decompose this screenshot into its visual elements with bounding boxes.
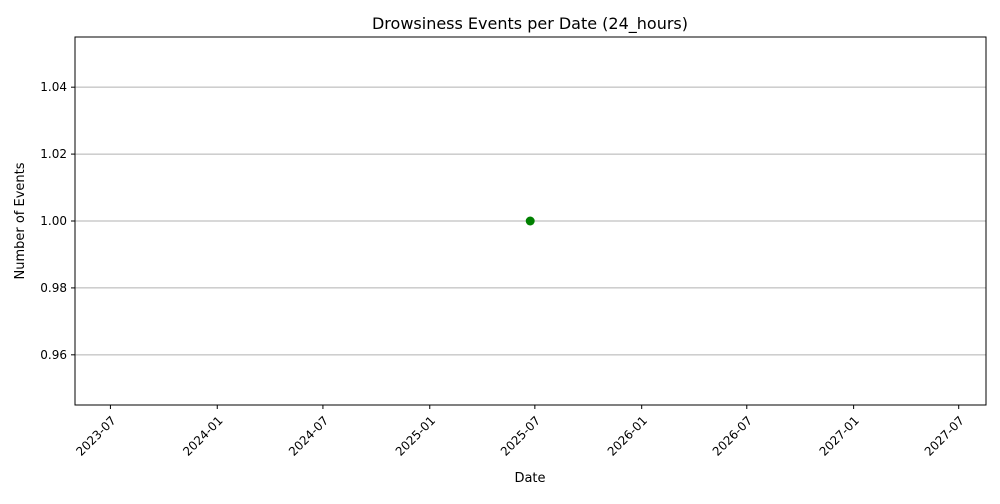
x-tick-label: 2025-01 [393, 413, 438, 458]
x-axis-ticks: 2023-07 2024-01 2024-07 2025-01 2025-07 2026-… [73, 405, 967, 459]
x-tick-label: 2026-07 [710, 413, 755, 458]
x-tick-label: 2026-01 [605, 413, 650, 458]
data-points [525, 216, 535, 226]
x-tick-label: 2027-01 [817, 413, 862, 458]
chart-title: Drowsiness Events per Date (24_hours) [372, 14, 688, 34]
plot-frame [74, 36, 987, 406]
x-tick-label: 2024-07 [286, 413, 331, 458]
y-axis-label: Number of Events [13, 162, 28, 279]
y-tick-label: 1.02 [40, 147, 67, 161]
data-point [525, 216, 535, 226]
y-tick-label: 0.98 [40, 281, 67, 295]
x-axis-label: Date [514, 471, 545, 486]
y-tick-label: 0.96 [40, 348, 67, 362]
y-tick-label: 1.00 [40, 214, 67, 228]
x-tick-label: 2024-01 [180, 413, 225, 458]
x-tick-label: 2023-07 [73, 413, 118, 458]
y-axis-ticks: 0.96 0.98 1.00 1.02 1.04 [40, 80, 75, 362]
x-tick-label: 2027-07 [922, 413, 967, 458]
x-tick-label: 2025-07 [498, 413, 543, 458]
y-tick-label: 1.04 [40, 80, 67, 94]
